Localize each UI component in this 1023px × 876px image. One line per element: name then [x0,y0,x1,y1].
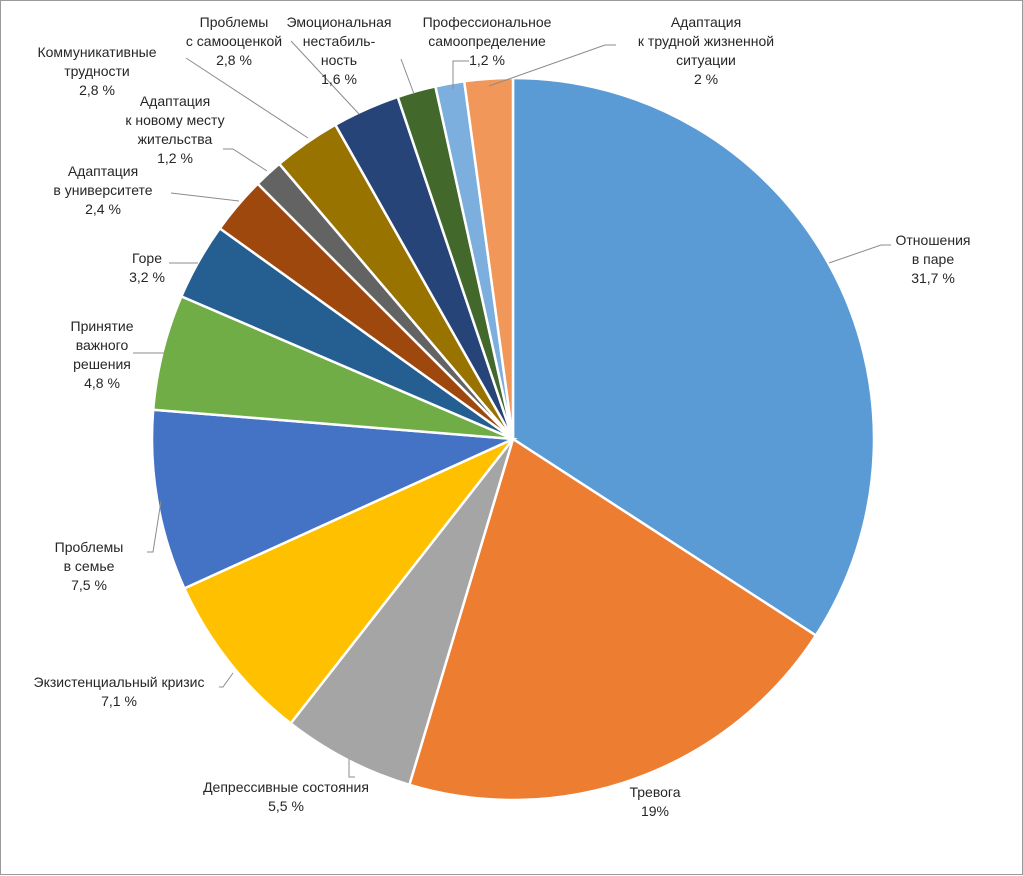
slice-category-label: с самооценкой [186,33,282,49]
slice-label-4: Экзистенциальный кризис 7,1 % [34,674,205,709]
slice-category-label: Эмоциональная [286,14,391,30]
slice-value-label: 2,8 % [216,52,252,68]
slice-category-label: к новому месту [125,112,224,128]
slice-category-label: к трудной жизненной [638,33,774,49]
slice-category-label: в семье [64,558,115,574]
slice-category-label: Принятие [71,318,134,334]
slice-category-label: Тревога [630,784,681,800]
slice-category-label: в паре [912,251,954,267]
leader-lines [133,40,891,778]
slice-category-label: Адаптация [671,14,741,30]
leader-line-9 [223,148,268,172]
slice-value-label: 19% [641,803,669,819]
slice-category-label: самоопределение [428,33,546,49]
slice-value-label: 2,4 % [85,201,121,217]
slice-value-label: 31,7 % [911,270,955,286]
slice-category-label: Отношения [896,232,971,248]
slice-value-label: 7,1 % [101,693,137,709]
leader-line-3 [348,759,355,778]
slice-category-label: Адаптация [140,93,210,109]
pie-slices [150,76,876,802]
slice-category-label: Проблемы [200,14,269,30]
leader-line-8 [170,192,240,202]
slice-label-2: Тревога 19% [630,784,681,819]
leader-line-11 [290,40,360,115]
leader-line-14 [488,44,616,87]
leader-line-5 [147,500,162,553]
pie-slice-5 [150,408,518,591]
slice-category-label: нестабиль- [303,33,376,49]
slice-value-label: 4,8 % [84,375,120,391]
leader-line-12 [400,58,415,95]
slice-label-6: Принятие важного решения 4,8 % [71,318,134,391]
slice-category-label: Коммуникативные [37,44,156,60]
slice-value-label: 7,5 % [71,577,107,593]
slice-category-label: Проблемы [55,539,124,555]
slice-category-label: жительства [138,131,213,147]
slice-label-14: Адаптация к трудной жизненной ситуации 2 % [638,14,774,87]
slice-value-label: 3,2 % [129,269,165,285]
slice-category-label: решения [73,356,131,372]
slice-value-label: 2,8 % [79,82,115,98]
slice-labels: Отношения в паре 31,7 % Тревога 19% Депрессив… [34,14,971,819]
slice-label-3: Депрессивные состояния 5,5 % [203,779,369,814]
slice-label-5: Проблемы в семье 7,5 % [55,539,124,593]
slice-category-label: Горе [132,250,162,266]
slice-label-13: Профессиональное самоопределение 1,2 % [423,14,552,68]
slice-label-8: Адаптация в университете 2,4 % [53,163,152,217]
slice-category-label: Депрессивные состояния [203,779,369,795]
slice-value-label: 5,5 % [268,798,304,814]
slice-category-label: в университете [53,182,152,198]
leader-line-13 [452,60,469,89]
slice-label-7: Горе 3,2 % [129,250,165,285]
pie-slice-4 [182,437,514,726]
leader-line-10 [185,57,309,139]
slice-label-9: Адаптация к новому месту жительства 1,2 % [125,93,224,166]
leader-line-4 [219,672,234,688]
slice-label-1: Отношения в паре 31,7 % [896,232,971,286]
slice-label-12: Эмоциональная нестабиль-ность 1,6 % [286,14,391,87]
slice-value-label: 2 % [694,71,718,87]
leader-line-1 [828,244,891,264]
slice-category-label: трудности [64,63,130,79]
slice-value-label: 1,2 % [157,150,193,166]
pie-slice-2 [407,437,818,802]
slice-category-label: важного [76,337,129,353]
slice-value-label: 1,2 % [469,52,505,68]
pie-slice-3 [288,438,515,787]
slice-value-label: 1,6 % [321,71,357,87]
slice-category-label: Адаптация [68,163,138,179]
slice-category-label: ситуации [676,52,736,68]
slice-category-label: Экзистенциальный кризис [34,674,205,690]
slice-category-label: ность [321,52,357,68]
slice-label-11: Проблемы с самооценкой 2,8 % [186,14,282,68]
slice-label-10: Коммуникативные трудности 2,8 % [37,44,156,98]
slice-category-label: Профессиональное [423,14,552,30]
